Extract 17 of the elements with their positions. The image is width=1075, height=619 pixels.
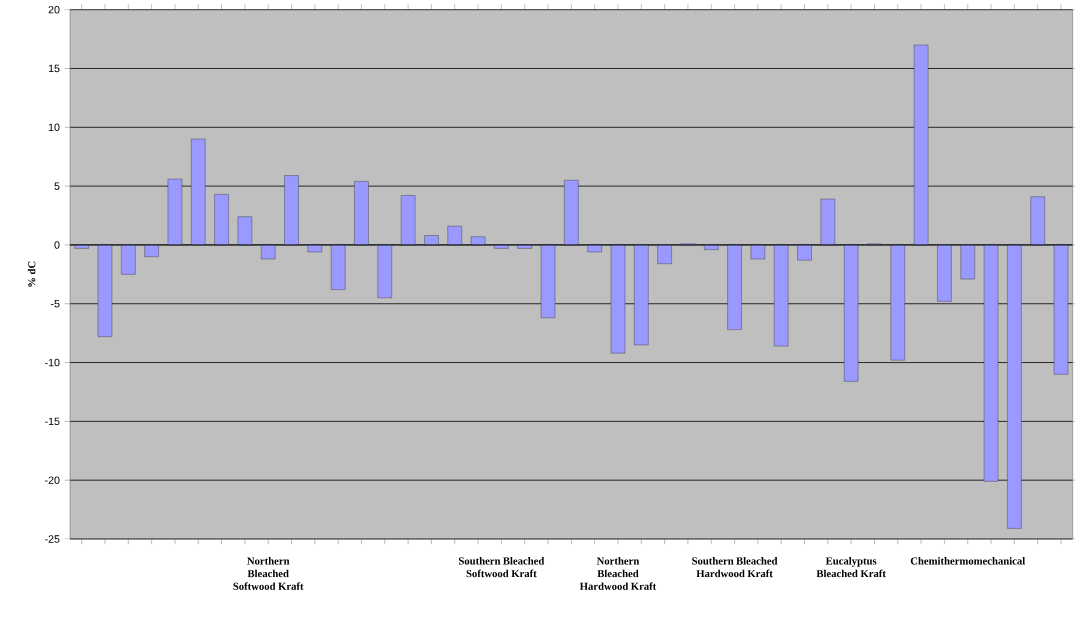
y-axis-title: % dC [27,261,36,287]
x-tick-label: Northern Bleached Hardwood Kraft [579,557,657,590]
y-tick-label: 10 [48,123,60,132]
y-tick-label: -25 [45,535,60,543]
y-tick-label: 20 [48,5,60,14]
x-tick-label: Southern Bleached Hardwood Kraft [692,557,778,578]
y-tick-label: -15 [45,417,60,426]
y-tick-label: -5 [50,300,60,308]
y-tick-label: 5 [54,182,60,190]
y-tick-label: -10 [45,358,60,367]
y-tick-label: 15 [48,64,60,73]
x-tick-label: Northern Bleached Softwood Kraft [233,557,304,590]
x-tick-label: Eucalyptus Bleached Kraft [816,557,886,578]
y-tick-label: -20 [45,476,60,484]
x-tick-label: Southern Bleached Softwood Kraft [458,557,545,578]
y-tick-label: 0 [54,241,60,249]
x-tick-label: Chemithermomechanical [910,557,1026,565]
